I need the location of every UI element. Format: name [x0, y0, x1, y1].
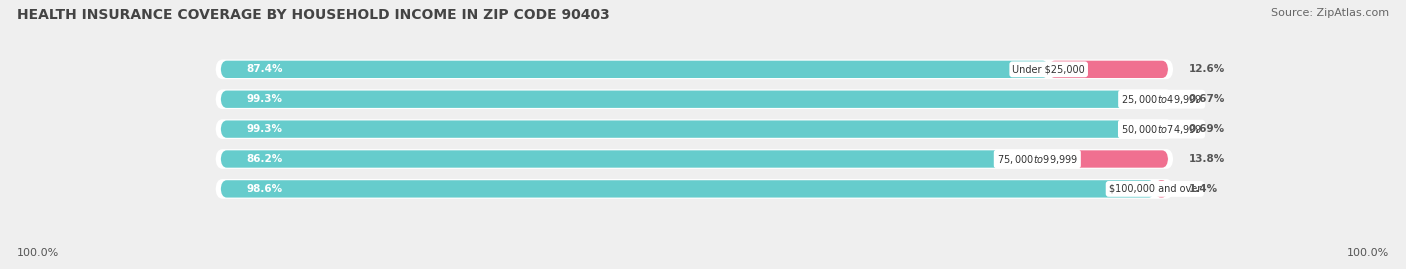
Text: $50,000 to $74,999: $50,000 to $74,999 — [1121, 123, 1202, 136]
FancyBboxPatch shape — [1038, 150, 1168, 168]
FancyBboxPatch shape — [215, 179, 1173, 199]
FancyBboxPatch shape — [1154, 180, 1168, 197]
FancyBboxPatch shape — [221, 150, 1038, 168]
Text: 0.67%: 0.67% — [1188, 94, 1225, 104]
Text: 98.6%: 98.6% — [246, 184, 283, 194]
FancyBboxPatch shape — [215, 119, 1173, 139]
FancyBboxPatch shape — [221, 91, 1161, 108]
Text: HEALTH INSURANCE COVERAGE BY HOUSEHOLD INCOME IN ZIP CODE 90403: HEALTH INSURANCE COVERAGE BY HOUSEHOLD I… — [17, 8, 610, 22]
FancyBboxPatch shape — [1049, 61, 1168, 78]
Text: 0.69%: 0.69% — [1188, 124, 1225, 134]
Text: 12.6%: 12.6% — [1188, 64, 1225, 74]
Text: 13.8%: 13.8% — [1188, 154, 1225, 164]
Text: $100,000 and over: $100,000 and over — [1109, 184, 1201, 194]
Text: Source: ZipAtlas.com: Source: ZipAtlas.com — [1271, 8, 1389, 18]
Text: Under $25,000: Under $25,000 — [1012, 64, 1085, 74]
Text: 99.3%: 99.3% — [246, 124, 283, 134]
Text: 86.2%: 86.2% — [246, 154, 283, 164]
FancyBboxPatch shape — [221, 180, 1154, 197]
FancyBboxPatch shape — [221, 121, 1161, 138]
Text: $25,000 to $49,999: $25,000 to $49,999 — [1121, 93, 1202, 106]
FancyBboxPatch shape — [215, 89, 1173, 109]
FancyBboxPatch shape — [215, 59, 1173, 79]
FancyBboxPatch shape — [215, 149, 1173, 169]
FancyBboxPatch shape — [1161, 121, 1168, 138]
Text: $75,000 to $99,999: $75,000 to $99,999 — [997, 153, 1078, 165]
Text: 100.0%: 100.0% — [1347, 248, 1389, 258]
FancyBboxPatch shape — [1161, 91, 1168, 108]
Text: 1.4%: 1.4% — [1188, 184, 1218, 194]
Text: 99.3%: 99.3% — [246, 94, 283, 104]
Text: 87.4%: 87.4% — [246, 64, 283, 74]
Text: 100.0%: 100.0% — [17, 248, 59, 258]
FancyBboxPatch shape — [221, 61, 1049, 78]
